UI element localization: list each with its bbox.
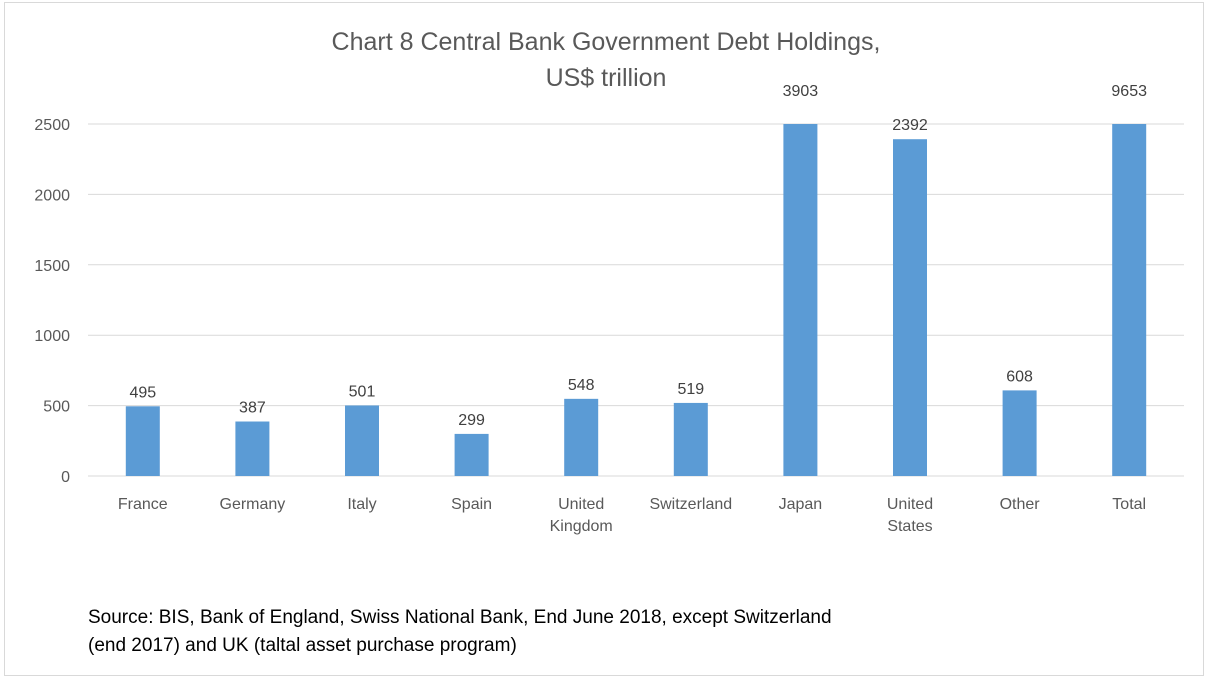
bar [673,402,708,476]
x-tick-label: Japan [779,496,823,513]
bar [564,398,599,476]
data-label: 495 [129,384,156,401]
data-label: 3903 [783,83,819,100]
x-tick-label: Spain [451,496,492,513]
data-label: 2392 [892,117,928,134]
bar [125,406,160,476]
chart-title: Chart 8 Central Bank Government Debt Hol… [332,28,881,56]
bar [345,405,379,476]
bar [1002,390,1037,476]
x-tick-label: United [558,496,604,513]
data-label: 299 [458,412,485,429]
x-tick-label: Germany [220,496,286,513]
x-tick-label: Kingdom [550,518,613,535]
data-label: 608 [1006,368,1033,385]
y-tick-label: 1000 [34,328,70,345]
data-label: 9653 [1111,83,1147,100]
y-tick-label: 0 [61,469,70,486]
source-note: Source: BIS, Bank of England, Swiss Nati… [88,604,988,660]
bar [893,139,927,476]
data-label: 548 [568,377,595,394]
bar [235,421,270,476]
source-line-1: Source: BIS, Bank of England, Swiss Nati… [88,607,832,628]
y-tick-label: 500 [43,399,70,416]
chart-frame [4,2,1204,676]
y-tick-label: 1500 [34,258,70,275]
data-label: 387 [239,400,266,417]
x-tick-label: France [118,496,168,513]
x-tick-label: United [887,496,933,513]
bar [783,124,818,476]
x-tick-label: Switzerland [649,496,732,513]
y-tick-label: 2000 [34,187,70,204]
x-tick-label: Total [1112,496,1146,513]
x-tick-label: Other [1000,496,1041,513]
y-tick-label: 2500 [34,117,70,134]
data-label: 519 [677,381,704,398]
bar [454,433,489,476]
x-tick-label: Italy [347,496,376,513]
x-tick-label: States [887,518,932,535]
data-label: 501 [349,383,376,400]
source-line-2: (end 2017) and UK (taltal asset purchase… [88,635,517,656]
chart-subtitle: US$ trillion [546,64,667,92]
bar [1112,124,1147,476]
